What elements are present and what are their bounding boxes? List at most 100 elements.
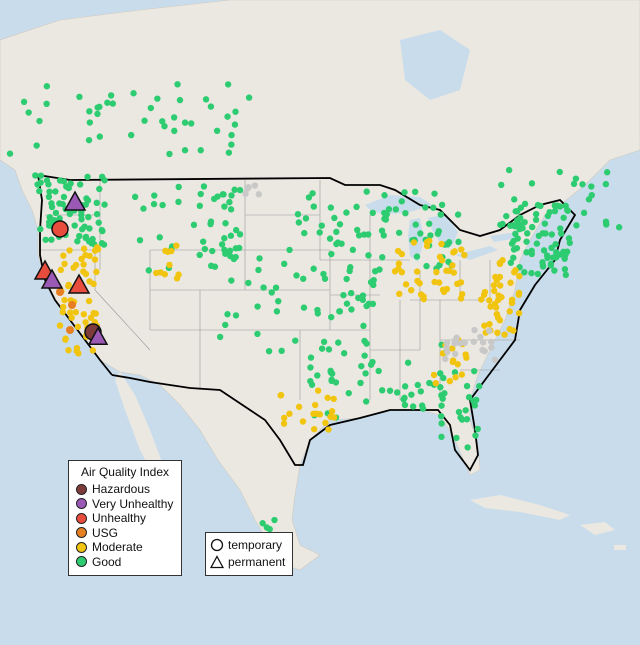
station-marker[interactable] (442, 355, 449, 363)
station-marker[interactable] (452, 374, 459, 381)
station-marker[interactable] (563, 248, 571, 255)
station-marker[interactable] (560, 214, 567, 221)
station-marker[interactable] (96, 133, 104, 140)
station-marker[interactable] (145, 267, 152, 274)
station-marker[interactable] (382, 216, 390, 223)
station-marker[interactable] (82, 319, 89, 326)
station-marker[interactable] (228, 192, 235, 199)
station-marker[interactable] (557, 230, 565, 237)
station-marker[interactable] (48, 236, 55, 243)
station-marker[interactable] (62, 335, 69, 342)
station-marker[interactable] (507, 259, 515, 266)
station-marker[interactable] (348, 306, 355, 313)
station-marker[interactable] (72, 261, 80, 269)
station-marker[interactable] (363, 302, 370, 310)
station-marker[interactable] (404, 359, 412, 366)
station-marker[interactable] (131, 193, 139, 201)
station-marker[interactable] (476, 383, 483, 390)
station-marker[interactable] (224, 81, 232, 88)
station-marker[interactable] (245, 279, 252, 287)
station-marker[interactable] (310, 425, 318, 433)
station-marker[interactable] (490, 282, 498, 289)
station-marker[interactable] (151, 192, 158, 199)
station-marker[interactable] (82, 270, 90, 278)
station-marker[interactable] (231, 186, 238, 193)
station-marker[interactable] (227, 252, 234, 260)
station-marker[interactable] (314, 310, 321, 317)
station-marker[interactable] (221, 235, 228, 242)
station-marker[interactable] (80, 245, 88, 252)
station-marker[interactable] (335, 339, 342, 346)
station-marker[interactable] (45, 193, 53, 201)
station-marker[interactable] (479, 339, 487, 346)
station-marker[interactable] (461, 251, 468, 259)
station-marker[interactable] (369, 209, 376, 217)
station-marker[interactable] (410, 239, 418, 246)
station-marker[interactable] (354, 226, 361, 234)
station-marker[interactable] (181, 119, 189, 126)
station-marker[interactable] (140, 205, 147, 212)
station-marker[interactable] (175, 183, 182, 191)
station-marker[interactable] (371, 267, 379, 275)
station-marker[interactable] (32, 172, 39, 179)
station-marker-temporary[interactable] (51, 220, 69, 238)
station-marker[interactable] (210, 195, 218, 203)
station-marker[interactable] (486, 297, 493, 304)
station-marker-permanent[interactable] (63, 190, 87, 211)
station-marker[interactable] (505, 166, 513, 174)
station-marker-permanent[interactable] (67, 273, 91, 294)
station-marker[interactable] (413, 253, 421, 260)
station-marker[interactable] (490, 287, 498, 295)
station-marker[interactable] (61, 296, 68, 304)
station-marker[interactable] (314, 372, 321, 379)
station-marker[interactable] (443, 267, 450, 274)
station-marker[interactable] (74, 238, 81, 245)
station-marker[interactable] (343, 300, 351, 307)
station-marker[interactable] (562, 202, 569, 209)
station-marker[interactable] (232, 108, 239, 115)
station-marker[interactable] (580, 209, 588, 217)
station-marker[interactable] (197, 190, 204, 198)
station-marker[interactable] (299, 418, 307, 425)
station-marker[interactable] (322, 419, 329, 427)
station-marker[interactable] (420, 293, 427, 300)
station-marker[interactable] (222, 220, 229, 227)
station-marker[interactable] (310, 410, 317, 417)
station-marker[interactable] (534, 270, 542, 278)
station-marker[interactable] (254, 303, 261, 310)
station-marker[interactable] (236, 186, 244, 194)
station-marker[interactable] (369, 300, 377, 308)
station-marker[interactable] (328, 313, 335, 321)
station-marker[interactable] (101, 201, 108, 208)
station-marker[interactable] (66, 247, 73, 254)
station-marker[interactable] (535, 232, 543, 240)
station-marker[interactable] (207, 218, 215, 225)
station-marker[interactable] (300, 304, 308, 311)
station-marker[interactable] (423, 262, 430, 270)
station-marker[interactable] (94, 246, 102, 253)
station-marker[interactable] (86, 252, 93, 260)
station-marker[interactable] (66, 326, 74, 334)
station-marker[interactable] (457, 414, 464, 421)
station-marker[interactable] (349, 246, 357, 254)
station-marker[interactable] (510, 246, 518, 253)
station-marker[interactable] (67, 180, 74, 187)
station-marker[interactable] (445, 239, 453, 246)
station-marker[interactable] (65, 347, 72, 354)
station-marker[interactable] (86, 119, 94, 126)
station-marker[interactable] (85, 213, 92, 221)
station-marker[interactable] (362, 370, 369, 377)
station-marker[interactable] (528, 250, 535, 258)
station-marker[interactable] (345, 389, 352, 397)
station-marker[interactable] (514, 208, 521, 215)
station-marker[interactable] (292, 337, 299, 344)
station-marker[interactable] (309, 190, 316, 197)
station-marker[interactable] (457, 295, 465, 302)
station-marker[interactable] (311, 401, 319, 409)
station-marker[interactable] (477, 333, 484, 341)
station-marker[interactable] (85, 297, 93, 305)
station-marker[interactable] (80, 261, 87, 268)
station-marker[interactable] (553, 249, 560, 256)
station-marker[interactable] (458, 246, 465, 253)
station-marker[interactable] (521, 269, 528, 276)
